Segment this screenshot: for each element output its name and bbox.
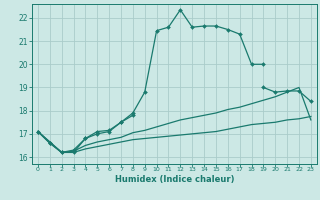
X-axis label: Humidex (Indice chaleur): Humidex (Indice chaleur) xyxy=(115,175,234,184)
